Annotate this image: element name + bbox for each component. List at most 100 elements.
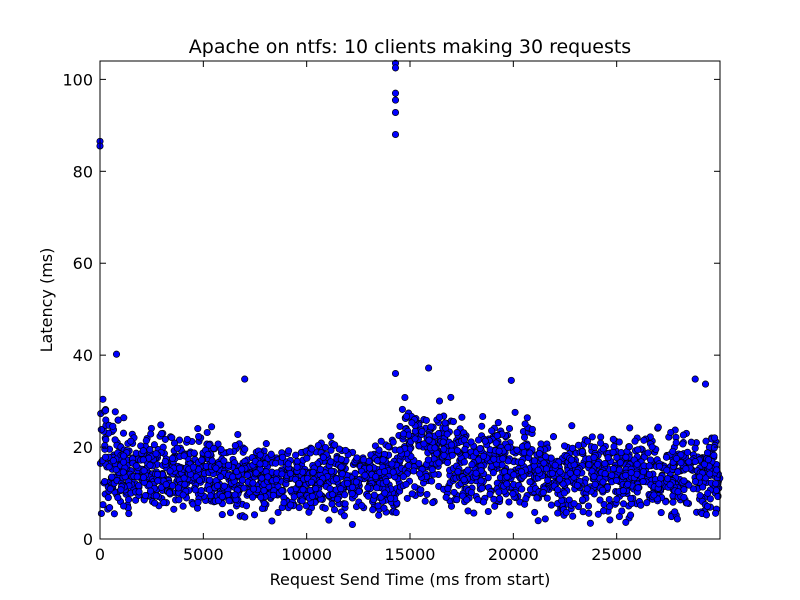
scatter-point (674, 488, 682, 496)
scatter-point (549, 433, 558, 441)
scatter-point (594, 510, 602, 518)
scatter-point (706, 470, 714, 478)
scatter-point (389, 438, 397, 446)
scatter-point (353, 454, 361, 462)
scatter-point (381, 468, 389, 476)
scatter-point (410, 467, 418, 475)
scatter-point (599, 478, 607, 486)
scatter-point (117, 486, 125, 494)
y-tick-label: 100 (62, 70, 93, 89)
scatter-point (634, 484, 642, 492)
scatter-point (488, 427, 496, 435)
scatter-point (220, 482, 228, 490)
scatter-point (613, 454, 621, 462)
scatter-point (460, 458, 468, 466)
scatter-point (523, 442, 531, 450)
plot-frame (99, 60, 721, 540)
scatter-point (214, 440, 222, 448)
scatter-point (597, 433, 605, 441)
scatter-point (170, 505, 178, 513)
scatter-point (293, 463, 301, 471)
scatter-point (401, 393, 409, 402)
scatter-point (256, 460, 264, 468)
scatter-point (683, 448, 692, 456)
scatter-point (505, 498, 513, 506)
scatter-point (252, 469, 260, 477)
scatter-point (152, 450, 160, 458)
scatter-point (464, 466, 472, 474)
scatter-point (679, 431, 687, 439)
scatter-point (373, 484, 381, 492)
scatter-point (579, 496, 587, 504)
scatter-point (402, 480, 410, 488)
scatter-point (195, 432, 203, 441)
scatter-point (158, 430, 166, 438)
scatter-point (556, 468, 564, 476)
scatter-point (574, 441, 583, 449)
scatter-point (417, 486, 425, 494)
scatter-point (534, 517, 542, 525)
scatter-point (102, 416, 110, 424)
scatter-point (150, 441, 158, 449)
scatter-point (175, 496, 183, 504)
scatter-point (327, 446, 335, 454)
scatter-point (398, 405, 406, 413)
scatter-point (494, 419, 502, 427)
scatter-point (212, 464, 220, 472)
scatter-point (599, 445, 607, 453)
scatter-point (667, 428, 675, 437)
scatter-point (604, 454, 612, 462)
scatter-point (463, 496, 471, 504)
scatter-point (250, 511, 259, 519)
scatter-point (429, 499, 437, 507)
scatter-point (472, 469, 480, 477)
scatter-point (114, 494, 122, 502)
scatter-point (609, 465, 618, 473)
scatter-point (125, 510, 133, 518)
scatter-point (683, 499, 691, 507)
scatter-point (135, 488, 143, 496)
scatter-point (194, 425, 202, 433)
scatter-point (332, 475, 341, 483)
scatter-point (351, 469, 359, 477)
scatter-point (588, 433, 596, 441)
scatter-point (102, 406, 110, 415)
scatter-point (146, 461, 154, 469)
scatter-point (622, 518, 630, 526)
scatter-point (359, 456, 368, 464)
scatter-point (303, 454, 311, 462)
x-tick-label: 0 (95, 545, 105, 564)
scatter-point (619, 500, 628, 508)
scatter-point (622, 453, 630, 461)
scatter-point (272, 476, 280, 484)
scatter-point (298, 497, 306, 505)
scatter-point (396, 446, 404, 454)
scatter-point (196, 476, 204, 485)
scatter-point (140, 473, 148, 482)
scatter-point (287, 486, 295, 494)
scatter-point (626, 424, 634, 432)
scatter-point (712, 479, 720, 488)
scatter-point (490, 495, 498, 503)
scatter-point (231, 441, 239, 450)
scatter-point (478, 484, 486, 492)
scatter-point (663, 466, 671, 474)
x-tick-label: 5000 (183, 545, 224, 564)
scatter-point (309, 468, 317, 476)
scatter-point (597, 439, 605, 447)
scatter-point (422, 416, 430, 424)
scatter-point (528, 425, 536, 433)
scatter-point (510, 471, 518, 479)
scatter-point (180, 452, 188, 460)
scatter-point (341, 491, 349, 499)
scatter-point (657, 509, 665, 517)
scatter-point (411, 483, 419, 491)
scatter-point (480, 498, 488, 506)
scatter-point (109, 457, 117, 465)
scatter-point (520, 433, 529, 441)
scatter-point (226, 509, 235, 517)
scatter-point (543, 494, 551, 502)
scatter-point (260, 500, 268, 508)
scatter-point (640, 436, 648, 444)
scatter-point (321, 504, 329, 512)
